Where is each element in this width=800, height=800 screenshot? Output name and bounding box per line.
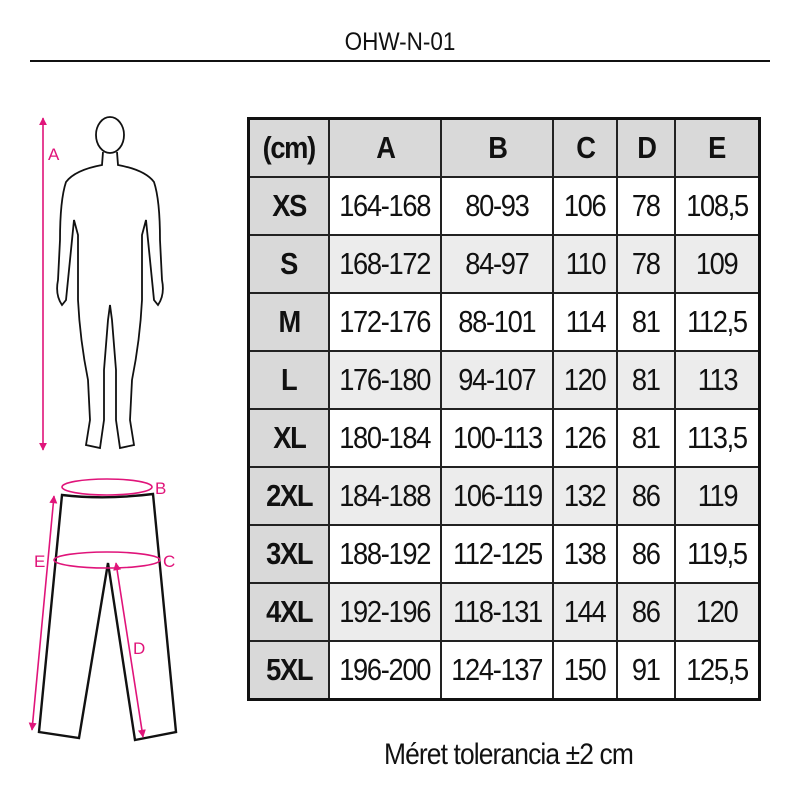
cell-b: 124-137 (440, 640, 554, 701)
cell-e: 113,5 (674, 408, 761, 468)
cell-d: 78 (616, 234, 676, 294)
cell-size: XS (247, 176, 330, 236)
table-row: 4XL 192-196 118-131 144 86 120 (247, 582, 761, 642)
human-body-icon (56, 116, 164, 450)
label-a: A (48, 145, 60, 164)
cell-size: S (247, 234, 330, 294)
cell-size: 3XL (247, 524, 330, 584)
trousers-icon (37, 492, 178, 742)
tolerance-note: Méret tolerancia ±2 cm (383, 738, 634, 771)
inseam-arrow-d (113, 562, 146, 738)
cell-c: 138 (552, 524, 618, 584)
cell-size: M (247, 292, 330, 352)
cell-c: 150 (552, 640, 618, 701)
cell-b: 118-131 (440, 582, 554, 642)
header-unit: (cm) (247, 117, 330, 178)
table-row: 5XL 196-200 124-137 150 91 125,5 (247, 640, 761, 701)
cell-a: 172-176 (328, 292, 442, 352)
cell-c: 126 (552, 408, 618, 468)
table-row: M 172-176 88-101 114 81 112,5 (247, 292, 761, 352)
table-row: XS 164-168 80-93 106 78 108,5 (247, 176, 761, 236)
cell-b: 112-125 (440, 524, 554, 584)
cell-b: 100-113 (440, 408, 554, 468)
waist-ellipse-b (61, 478, 153, 496)
cell-a: 196-200 (328, 640, 442, 701)
cell-c: 120 (552, 350, 618, 410)
cell-a: 176-180 (328, 350, 442, 410)
header-b: B (440, 117, 554, 178)
header-c: C (552, 117, 618, 178)
label-c: C (163, 552, 175, 571)
measurement-figures: A B C D E (28, 116, 178, 742)
cell-b: 80-93 (440, 176, 554, 236)
cell-size: 2XL (247, 466, 330, 526)
cell-a: 164-168 (328, 176, 442, 236)
cell-size: 4XL (247, 582, 330, 642)
cell-a: 188-192 (328, 524, 442, 584)
table-header-row: (cm) A B C D E (247, 117, 761, 178)
table-row: 3XL 188-192 112-125 138 86 119,5 (247, 524, 761, 584)
cell-d: 81 (616, 292, 676, 352)
cell-d: 86 (616, 466, 676, 526)
cell-a: 192-196 (328, 582, 442, 642)
title-divider (30, 60, 770, 62)
table-row: 2XL 184-188 106-119 132 86 119 (247, 466, 761, 526)
cell-d: 78 (616, 176, 676, 236)
cell-e: 108,5 (674, 176, 761, 236)
cell-e: 119,5 (674, 524, 761, 584)
cell-c: 144 (552, 582, 618, 642)
label-d: D (133, 639, 145, 658)
cell-b: 94-107 (440, 350, 554, 410)
size-table: (cm) A B C D E XS 164-168 80-93 106 78 108,5 S… (247, 117, 761, 701)
cell-d: 86 (616, 524, 676, 584)
cell-c: 132 (552, 466, 618, 526)
cell-size: 5XL (247, 640, 330, 701)
cell-e: 120 (674, 582, 761, 642)
cell-e: 119 (674, 466, 761, 526)
cell-e: 112,5 (674, 292, 761, 352)
cell-size: L (247, 350, 330, 410)
cell-a: 180-184 (328, 408, 442, 468)
cell-d: 91 (616, 640, 676, 701)
cell-d: 81 (616, 350, 676, 410)
cell-e: 113 (674, 350, 761, 410)
cell-c: 106 (552, 176, 618, 236)
product-code-title: OHW-N-01 (344, 28, 456, 56)
label-b: B (155, 479, 166, 498)
cell-d: 86 (616, 582, 676, 642)
cell-a: 184-188 (328, 466, 442, 526)
label-e: E (34, 552, 45, 571)
table-row: S 168-172 84-97 110 78 109 (247, 234, 761, 294)
cell-d: 81 (616, 408, 676, 468)
cell-size: XL (247, 408, 330, 468)
header-d: D (616, 117, 676, 178)
cell-b: 106-119 (440, 466, 554, 526)
cell-b: 84-97 (440, 234, 554, 294)
cell-e: 109 (674, 234, 761, 294)
header-e: E (674, 117, 761, 178)
cell-e: 125,5 (674, 640, 761, 701)
cell-a: 168-172 (328, 234, 442, 294)
header-a: A (328, 117, 442, 178)
table-row: L 176-180 94-107 120 81 113 (247, 350, 761, 410)
outseam-arrow-e (28, 495, 58, 731)
table-row: XL 180-184 100-113 126 81 113,5 (247, 408, 761, 468)
cell-b: 88-101 (440, 292, 554, 352)
cell-c: 114 (552, 292, 618, 352)
cell-c: 110 (552, 234, 618, 294)
